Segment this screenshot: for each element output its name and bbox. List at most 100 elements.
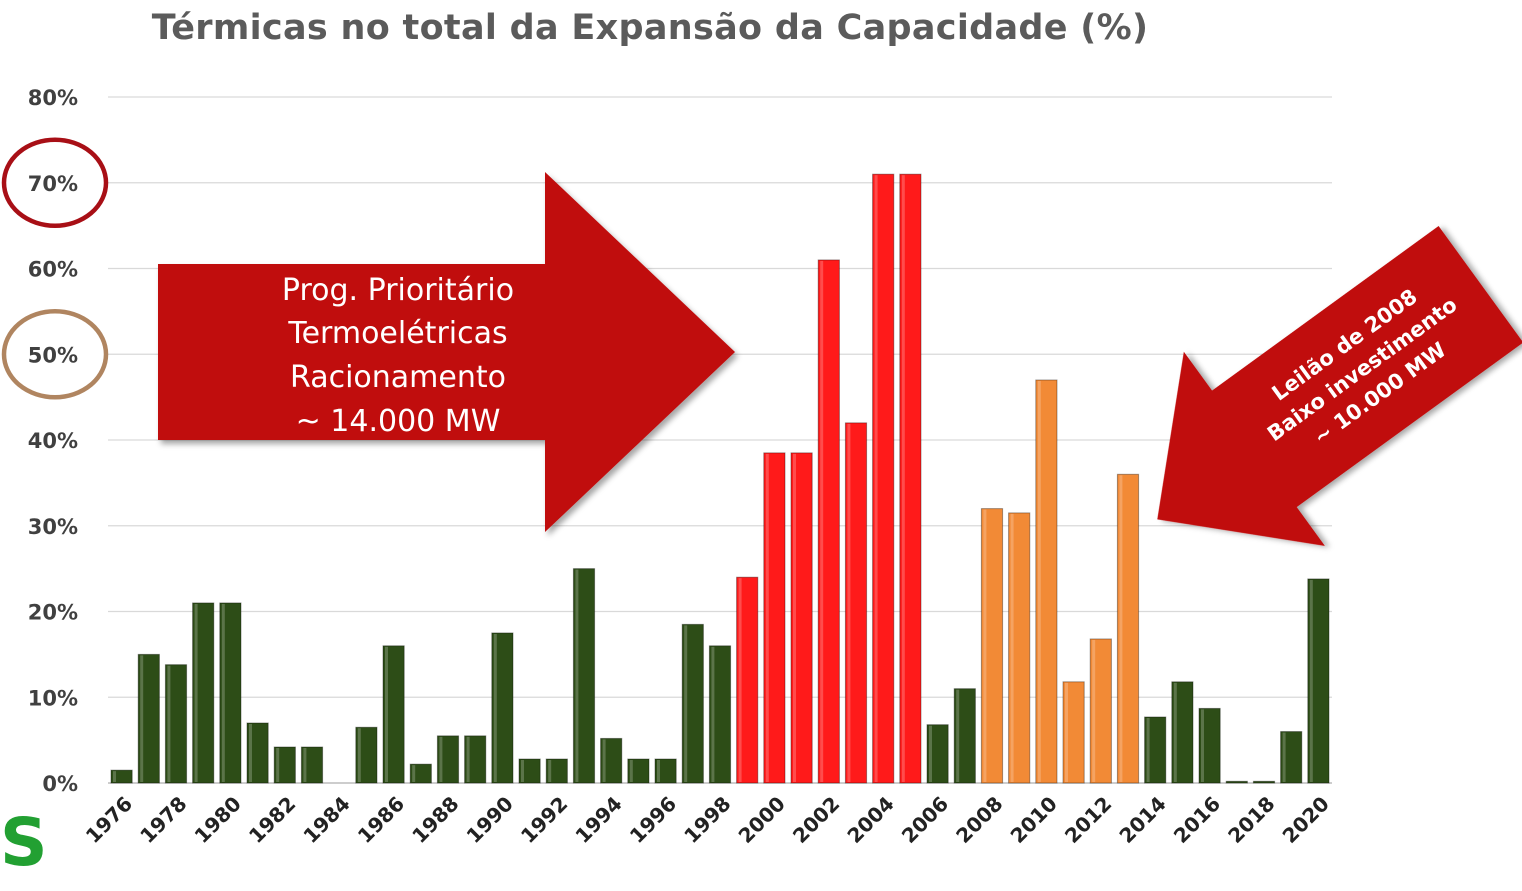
bar bbox=[763, 452, 786, 784]
bar-highlight bbox=[1282, 732, 1286, 782]
arrow-shape bbox=[158, 172, 735, 532]
y-tick-label: 20% bbox=[28, 601, 78, 625]
x-tick-label: 2014 bbox=[1114, 792, 1170, 848]
bar-highlight bbox=[820, 260, 824, 782]
bar bbox=[572, 568, 596, 784]
bar bbox=[1252, 780, 1276, 784]
bar bbox=[953, 688, 976, 784]
bar-highlight bbox=[1092, 639, 1096, 782]
bar bbox=[654, 758, 677, 784]
bar-highlight bbox=[466, 736, 470, 782]
x-tick-label: 1988 bbox=[407, 792, 463, 848]
bar bbox=[980, 508, 1004, 784]
bar bbox=[1116, 473, 1140, 784]
bar-highlight bbox=[140, 655, 144, 782]
x-tick-label: 1984 bbox=[298, 792, 354, 848]
bar-highlight bbox=[167, 665, 171, 782]
annotation-arrow-right: Prog. Prioritário Termoelétricas Racioname… bbox=[158, 172, 735, 532]
bar bbox=[844, 422, 868, 784]
bar bbox=[273, 746, 296, 784]
bar bbox=[1089, 638, 1112, 784]
tick-highlight-circle bbox=[1, 309, 109, 400]
bar bbox=[1171, 681, 1194, 784]
x-tick-label: 1994 bbox=[570, 792, 626, 848]
bar-highlight bbox=[1119, 475, 1123, 782]
bar bbox=[409, 763, 432, 784]
y-tick-label: 70% bbox=[28, 172, 78, 196]
bar-highlight bbox=[357, 728, 361, 782]
bar bbox=[1198, 707, 1221, 784]
x-tick-label: 2006 bbox=[897, 792, 953, 848]
chart-title: Térmicas no total da Expansão da Capacid… bbox=[151, 8, 1149, 48]
bar-highlight bbox=[602, 739, 606, 782]
bar-highlight bbox=[983, 509, 987, 782]
bar bbox=[464, 735, 487, 784]
arrow-text-line: Prog. Prioritário bbox=[282, 273, 514, 308]
tick-highlight-circles bbox=[1, 137, 109, 400]
x-tick-label: 2000 bbox=[734, 792, 790, 848]
bar bbox=[736, 576, 759, 784]
bar bbox=[872, 173, 895, 784]
x-tick-label: 1990 bbox=[462, 792, 518, 848]
x-tick-label: 1986 bbox=[353, 792, 409, 848]
x-tick-label: 2002 bbox=[788, 792, 844, 848]
bar-highlight bbox=[928, 725, 932, 782]
x-tick-label: 2012 bbox=[1060, 792, 1116, 848]
y-tick-label: 40% bbox=[28, 429, 78, 453]
tick-highlight-circle bbox=[1, 137, 109, 228]
bar-highlight bbox=[384, 646, 388, 782]
x-tick-label: 1996 bbox=[625, 792, 681, 848]
bar bbox=[926, 724, 949, 784]
y-tick-label: 0% bbox=[42, 772, 78, 796]
bar-highlight bbox=[575, 569, 579, 782]
x-tick-label: 1976 bbox=[81, 792, 137, 848]
bar-highlight bbox=[629, 759, 633, 782]
x-tick-label: 2010 bbox=[1006, 792, 1062, 848]
bar-highlight bbox=[112, 771, 116, 782]
bar bbox=[300, 746, 324, 784]
bar bbox=[1008, 512, 1031, 784]
bar bbox=[1144, 716, 1167, 784]
x-tick-label: 2018 bbox=[1223, 792, 1279, 848]
bar-highlight bbox=[221, 603, 225, 782]
x-axis: 1976197819801982198419861988199019921994… bbox=[81, 792, 1334, 848]
bar bbox=[192, 602, 215, 784]
bar bbox=[518, 758, 541, 784]
bar-highlight bbox=[303, 747, 307, 782]
bar bbox=[355, 726, 378, 784]
bar bbox=[545, 758, 568, 784]
x-tick-label: 2020 bbox=[1278, 792, 1334, 848]
bar bbox=[1307, 578, 1330, 784]
bar bbox=[627, 758, 650, 784]
bar bbox=[164, 664, 188, 784]
x-tick-label: 2016 bbox=[1169, 792, 1225, 848]
bar bbox=[681, 623, 704, 784]
bar-highlight bbox=[1309, 579, 1313, 782]
bar bbox=[1225, 780, 1248, 784]
y-tick-label: 50% bbox=[28, 343, 78, 367]
bar-highlight bbox=[1146, 717, 1150, 782]
bar bbox=[110, 769, 133, 784]
bar-highlight bbox=[738, 578, 742, 782]
bar-highlight bbox=[1010, 513, 1014, 782]
bar-highlight bbox=[248, 723, 252, 782]
y-tick-label: 10% bbox=[28, 686, 78, 710]
arrow-text-line: Termoelétricas bbox=[287, 316, 507, 351]
bar bbox=[1062, 681, 1085, 784]
bar bbox=[817, 259, 840, 784]
bar-highlight bbox=[520, 759, 524, 782]
arrow-text-line: ~ 14.000 MW bbox=[296, 404, 501, 439]
bar-highlight bbox=[792, 453, 796, 782]
bar bbox=[899, 173, 922, 784]
bar-highlight bbox=[1173, 682, 1177, 782]
bar bbox=[219, 602, 242, 784]
x-tick-label: 2004 bbox=[842, 792, 898, 848]
bar bbox=[436, 735, 460, 784]
x-tick-label: 1998 bbox=[679, 792, 735, 848]
arrow-text-line: Racionamento bbox=[290, 360, 506, 395]
bar bbox=[790, 452, 813, 784]
bar-highlight bbox=[874, 175, 878, 783]
bar bbox=[1280, 731, 1303, 784]
